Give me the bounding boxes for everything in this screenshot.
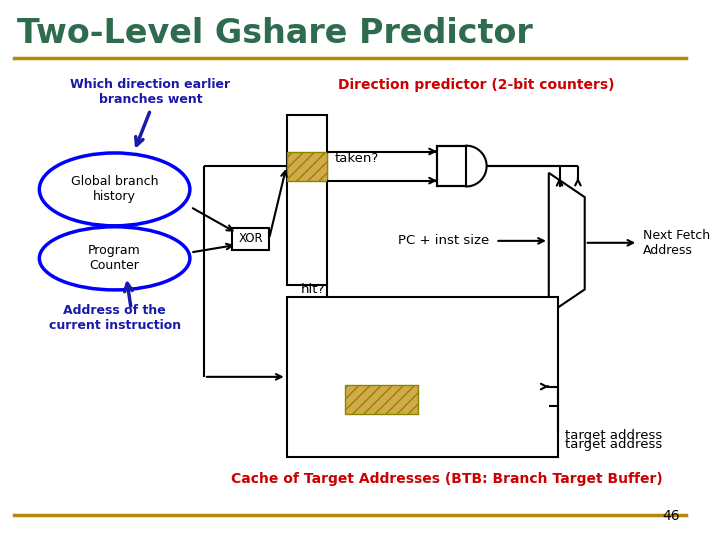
Bar <box>437 146 467 186</box>
Text: Program
Counter: Program Counter <box>89 244 141 272</box>
Bar <box>287 297 559 457</box>
Text: Next Fetch
Address: Next Fetch Address <box>643 229 710 257</box>
Bar <box>345 384 418 414</box>
Text: Cache of Target Addresses (BTB: Branch Target Buffer): Cache of Target Addresses (BTB: Branch T… <box>231 472 662 486</box>
Text: 46: 46 <box>662 509 680 523</box>
Text: hit?: hit? <box>301 283 325 296</box>
Bar <box>287 152 328 181</box>
Text: XOR: XOR <box>238 232 263 245</box>
Text: Global branch
history: Global branch history <box>71 176 158 204</box>
Bar <box>287 114 328 285</box>
Text: Two-Level Gshare Predictor: Two-Level Gshare Predictor <box>17 17 534 50</box>
Text: Direction predictor (2-bit counters): Direction predictor (2-bit counters) <box>338 78 614 92</box>
Text: Which direction earlier
branches went: Which direction earlier branches went <box>71 78 230 106</box>
Text: taken?: taken? <box>335 152 379 165</box>
Text: target address: target address <box>565 438 662 451</box>
Text: target address: target address <box>565 429 662 442</box>
Bar <box>232 228 269 249</box>
Text: Address of the
current instruction: Address of the current instruction <box>48 304 181 332</box>
Text: PC + inst size: PC + inst size <box>398 234 490 247</box>
